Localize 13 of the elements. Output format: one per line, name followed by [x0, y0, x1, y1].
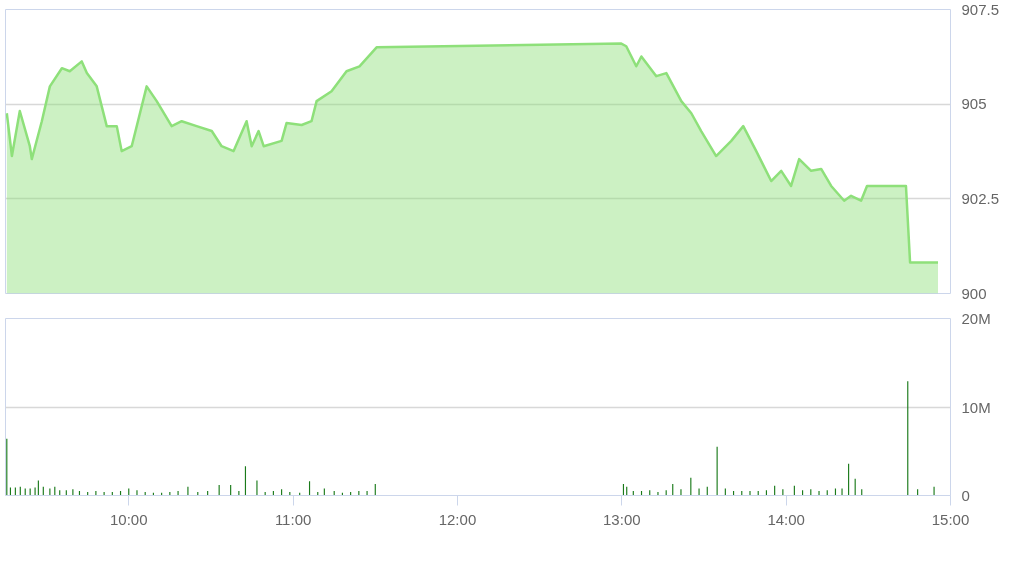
y-tick-label: 902.5 [961, 189, 1000, 207]
x-tick-label: 15:00 [931, 510, 970, 528]
y-tick-label: 20M [961, 310, 991, 327]
y-tick-label: 905 [961, 95, 987, 113]
x-tick-label: 10:00 [109, 510, 148, 528]
x-tick-label: 14:00 [767, 510, 805, 528]
x-tick-label: 12:00 [438, 510, 477, 528]
y-tick-label: 0 [961, 487, 970, 504]
y-tick-label: 10M [961, 398, 991, 416]
x-tick-label: 11:00 [274, 510, 312, 528]
x-tick-label: 13:00 [603, 510, 641, 528]
y-tick-label: 907.5 [961, 0, 1000, 18]
y-tick-label: 900 [961, 284, 987, 302]
